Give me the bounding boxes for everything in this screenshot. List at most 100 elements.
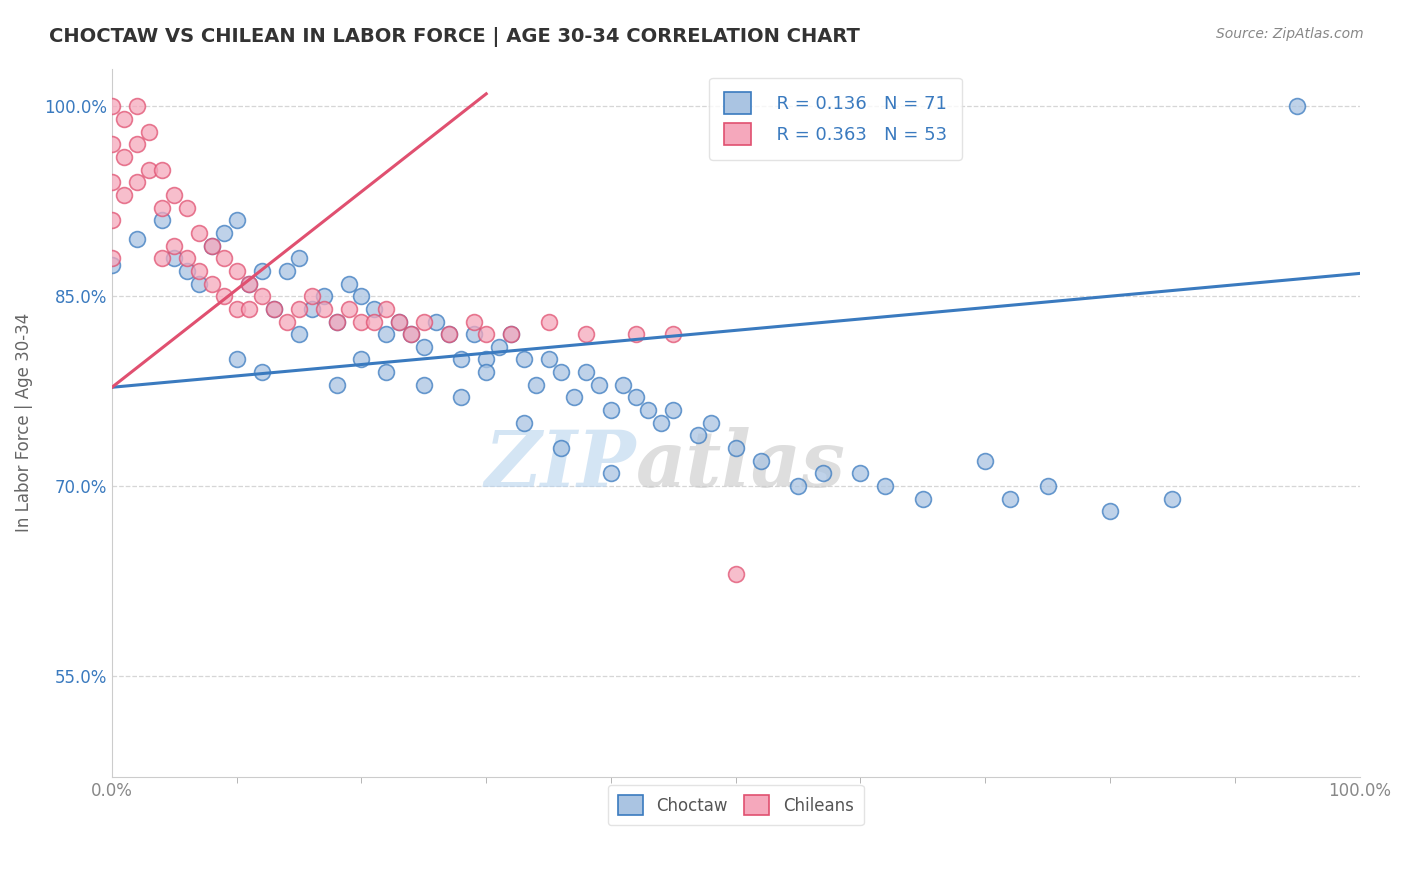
- Point: [238, 301, 260, 316]
- Point: [650, 416, 672, 430]
- Point: [114, 112, 136, 127]
- Point: [225, 301, 247, 316]
- Point: [163, 188, 186, 202]
- Point: [188, 277, 211, 291]
- Point: [238, 277, 260, 291]
- Point: [138, 125, 160, 139]
- Point: [263, 301, 285, 316]
- Point: [501, 327, 523, 342]
- Point: [575, 365, 598, 379]
- Point: [176, 201, 198, 215]
- Point: [201, 238, 224, 252]
- Point: [101, 252, 124, 266]
- Point: [998, 491, 1021, 506]
- Point: [238, 277, 260, 291]
- Point: [688, 428, 710, 442]
- Point: [612, 377, 634, 392]
- Point: [101, 258, 124, 272]
- Point: [700, 416, 723, 430]
- Text: CHOCTAW VS CHILEAN IN LABOR FORCE | AGE 30-34 CORRELATION CHART: CHOCTAW VS CHILEAN IN LABOR FORCE | AGE …: [49, 27, 860, 46]
- Point: [401, 327, 423, 342]
- Y-axis label: In Labor Force | Age 30-34: In Labor Force | Age 30-34: [15, 313, 32, 533]
- Point: [301, 301, 323, 316]
- Point: [624, 327, 647, 342]
- Point: [138, 162, 160, 177]
- Point: [437, 327, 460, 342]
- Point: [212, 252, 235, 266]
- Point: [375, 301, 398, 316]
- Point: [524, 377, 547, 392]
- Point: [537, 352, 560, 367]
- Point: [125, 232, 148, 246]
- Point: [562, 391, 585, 405]
- Point: [974, 453, 997, 467]
- Point: [911, 491, 934, 506]
- Point: [312, 301, 335, 316]
- Point: [475, 327, 498, 342]
- Point: [288, 327, 311, 342]
- Point: [662, 403, 685, 417]
- Point: [749, 453, 772, 467]
- Point: [125, 175, 148, 189]
- Point: [263, 301, 285, 316]
- Point: [176, 264, 198, 278]
- Point: [301, 289, 323, 303]
- Point: [425, 314, 447, 328]
- Point: [724, 567, 747, 582]
- Point: [101, 137, 124, 152]
- Point: [350, 289, 373, 303]
- Point: [637, 403, 659, 417]
- Point: [250, 264, 273, 278]
- Point: [276, 314, 298, 328]
- Point: [363, 314, 385, 328]
- Point: [150, 252, 173, 266]
- Point: [1161, 491, 1184, 506]
- Point: [337, 277, 360, 291]
- Point: [188, 226, 211, 240]
- Point: [288, 301, 311, 316]
- Point: [501, 327, 523, 342]
- Point: [437, 327, 460, 342]
- Point: [1286, 99, 1309, 113]
- Point: [662, 327, 685, 342]
- Point: [412, 314, 434, 328]
- Point: [288, 252, 311, 266]
- Point: [787, 479, 810, 493]
- Point: [450, 391, 472, 405]
- Point: [337, 301, 360, 316]
- Text: ZIP: ZIP: [484, 427, 636, 503]
- Point: [325, 314, 347, 328]
- Point: [512, 352, 534, 367]
- Point: [412, 377, 434, 392]
- Point: [475, 365, 498, 379]
- Point: [101, 175, 124, 189]
- Point: [412, 340, 434, 354]
- Point: [225, 264, 247, 278]
- Point: [176, 252, 198, 266]
- Point: [588, 377, 610, 392]
- Point: [488, 340, 510, 354]
- Point: [463, 314, 485, 328]
- Point: [312, 289, 335, 303]
- Point: [250, 289, 273, 303]
- Point: [325, 377, 347, 392]
- Point: [350, 314, 373, 328]
- Point: [163, 252, 186, 266]
- Point: [225, 352, 247, 367]
- Point: [212, 226, 235, 240]
- Point: [1036, 479, 1059, 493]
- Point: [225, 213, 247, 227]
- Point: [325, 314, 347, 328]
- Text: atlas: atlas: [636, 427, 846, 503]
- Point: [375, 327, 398, 342]
- Point: [188, 264, 211, 278]
- Point: [600, 403, 623, 417]
- Point: [150, 162, 173, 177]
- Point: [388, 314, 411, 328]
- Point: [1098, 504, 1121, 518]
- Point: [512, 416, 534, 430]
- Point: [537, 314, 560, 328]
- Legend: Choctaw, Chileans: Choctaw, Chileans: [607, 785, 863, 825]
- Point: [388, 314, 411, 328]
- Point: [475, 352, 498, 367]
